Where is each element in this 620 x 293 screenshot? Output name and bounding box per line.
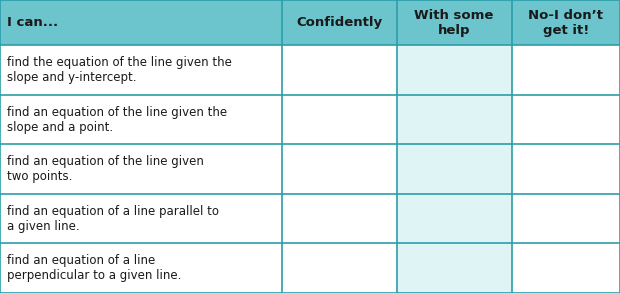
Bar	[397, 243, 512, 293]
Bar	[0, 194, 282, 243]
Text: find an equation of a line
perpendicular to a given line.: find an equation of a line perpendicular…	[7, 254, 182, 282]
Bar	[0, 45, 282, 95]
Bar	[282, 95, 397, 144]
Bar	[397, 0, 512, 45]
Text: Confidently: Confidently	[296, 16, 383, 29]
Bar	[512, 45, 620, 95]
Bar	[512, 0, 620, 45]
Bar	[0, 0, 282, 45]
Bar	[512, 95, 620, 144]
Bar	[512, 194, 620, 243]
Text: With some
help: With some help	[414, 9, 494, 37]
Bar	[0, 243, 282, 293]
Bar	[397, 45, 512, 95]
Text: I can...: I can...	[7, 16, 58, 29]
Bar	[512, 144, 620, 194]
Bar	[282, 144, 397, 194]
Bar	[512, 243, 620, 293]
Bar	[282, 194, 397, 243]
Bar	[397, 194, 512, 243]
Text: No-I don’t
get it!: No-I don’t get it!	[528, 9, 603, 37]
Text: find an equation of the line given the
slope and a point.: find an equation of the line given the s…	[7, 106, 228, 134]
Text: find an equation of a line parallel to
a given line.: find an equation of a line parallel to a…	[7, 205, 219, 233]
Text: find the equation of the line given the
slope and y-intercept.: find the equation of the line given the …	[7, 56, 232, 84]
Bar	[282, 45, 397, 95]
Bar	[397, 95, 512, 144]
Bar	[0, 144, 282, 194]
Bar	[282, 0, 397, 45]
Bar	[397, 144, 512, 194]
Bar	[282, 243, 397, 293]
Bar	[0, 95, 282, 144]
Text: find an equation of the line given
two points.: find an equation of the line given two p…	[7, 155, 205, 183]
